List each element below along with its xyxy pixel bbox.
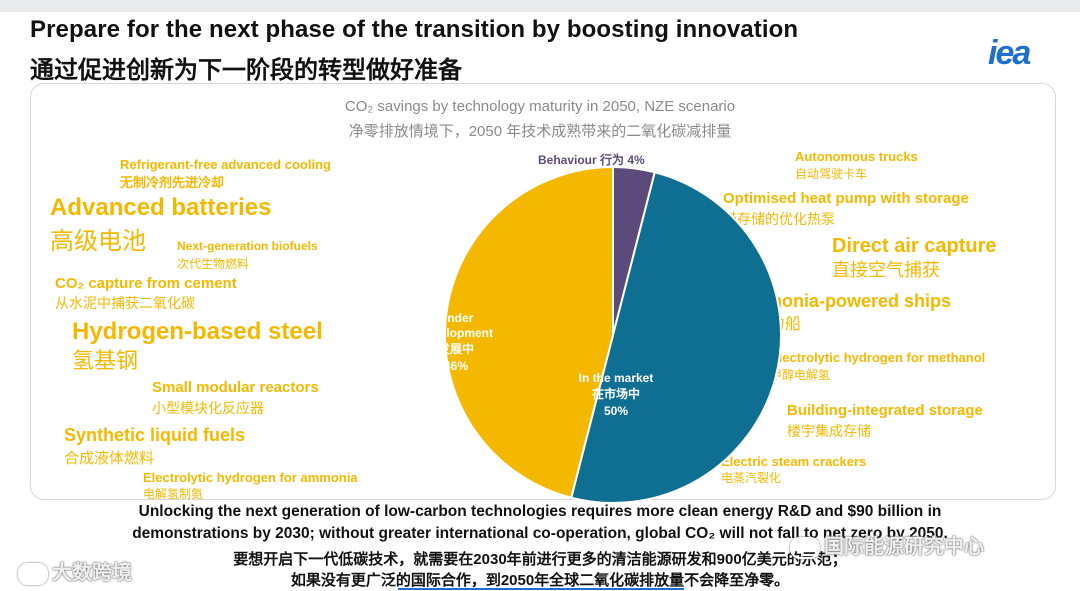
chart-title-zh: 净零排放情境下，2050 年技术成熟带来的二氧化碳减排量 bbox=[348, 123, 732, 140]
in-market-label: In the market bbox=[579, 371, 654, 385]
behaviour-label: Behaviour 行为 4% bbox=[538, 152, 645, 167]
tech-label: Direct air capture bbox=[832, 235, 997, 257]
watermark-left: 大数跨境 bbox=[18, 556, 132, 585]
footer-text-zh-2: 如果没有更广泛的国际合作，到2050年全球二氧化碳排放量不会降至净零。 bbox=[290, 572, 790, 589]
tech-label-zh: 直接空气捕获 bbox=[832, 260, 940, 280]
watermark-left-text: 大数跨境 bbox=[52, 562, 132, 584]
tech-label-zh: 次代生物燃料 bbox=[177, 257, 250, 271]
tech-label: Electrolytic hydrogen for methanol bbox=[770, 350, 986, 365]
tech-label: Hydrogen-based steel bbox=[72, 318, 323, 345]
tech-label-zh: 电蒸汽裂化 bbox=[721, 471, 782, 485]
tech-label-zh: 带存储的优化热泵 bbox=[723, 211, 835, 227]
under-development-label-2: development bbox=[419, 326, 493, 340]
in-market-value: 50% bbox=[604, 404, 628, 418]
watermark-right: 国际能源研究中心 bbox=[790, 530, 984, 559]
tech-label-zh: 高级电池 bbox=[50, 228, 146, 255]
tech-label: Building-integrated storage bbox=[787, 402, 983, 419]
tech-label: Electrolytic hydrogen for ammonia bbox=[143, 470, 358, 485]
watermark-logo-icon bbox=[18, 562, 48, 585]
tech-label: Autonomous trucks bbox=[795, 149, 918, 164]
tech-label-zh: 小型模块化反应器 bbox=[152, 400, 264, 416]
tech-label: CO₂ capture from cement bbox=[55, 275, 237, 292]
in-market-label-zh: 在市场中 bbox=[592, 386, 640, 401]
tech-label: Electric steam crackers bbox=[721, 454, 867, 469]
footer-text-zh-1: 要想开启下一代低碳技术，就需要在2030年前进行更多的清洁能源研发和900亿美元… bbox=[233, 551, 847, 568]
top-bar bbox=[0, 0, 1080, 12]
tech-label: Advanced batteries bbox=[50, 194, 272, 221]
tech-label-zh: 合成液体燃料 bbox=[64, 450, 155, 467]
pie-slice-in-market bbox=[570, 171, 782, 504]
tech-label-zh: 无制冷剂先进冷却 bbox=[120, 175, 225, 190]
link-underline bbox=[398, 588, 684, 590]
tech-label: Ammonia-powered ships bbox=[737, 291, 952, 311]
tech-label: Refrigerant-free advanced cooling bbox=[120, 157, 331, 172]
tech-label: Optimised heat pump with storage bbox=[723, 190, 969, 207]
tech-label: Synthetic liquid fuels bbox=[64, 425, 246, 445]
pie-slice-under-development bbox=[444, 165, 614, 499]
tech-label-zh: 甲醇电解氢 bbox=[770, 368, 831, 382]
under-development-value: 46% bbox=[444, 359, 468, 373]
chart-title: CO₂ savings by technology maturity in 20… bbox=[344, 98, 736, 115]
under-development-label-zh: 发展中 bbox=[437, 341, 474, 356]
tech-label: Small modular reactors bbox=[152, 379, 319, 396]
tech-label-zh: 氢基钢 bbox=[72, 348, 139, 373]
watermark-right-text: 国际能源研究中心 bbox=[824, 536, 984, 558]
footer-text-en-1: Unlocking the next generation of low-car… bbox=[138, 503, 942, 520]
slide-title-en: Prepare for the next phase of the transi… bbox=[30, 16, 799, 43]
wechat-icon bbox=[790, 536, 820, 559]
tech-label-zh: 从水泥中捕获二氧化碳 bbox=[55, 295, 195, 311]
iea-logo: iea bbox=[988, 34, 1031, 72]
tech-label: Next-generation biofuels bbox=[177, 239, 318, 253]
slide-title-zh: 通过促进创新为下一阶段的转型做好准备 bbox=[30, 57, 462, 84]
tech-label-zh: 楼宇集成存储 bbox=[787, 423, 871, 439]
tech-label-zh: 自动驾驶卡车 bbox=[795, 167, 868, 181]
under-development-label: Under bbox=[439, 311, 474, 325]
footer-text-en-2: demonstrations by 2030; without greater … bbox=[132, 525, 948, 542]
tech-label-zh: 电解氢制氨 bbox=[143, 487, 204, 501]
